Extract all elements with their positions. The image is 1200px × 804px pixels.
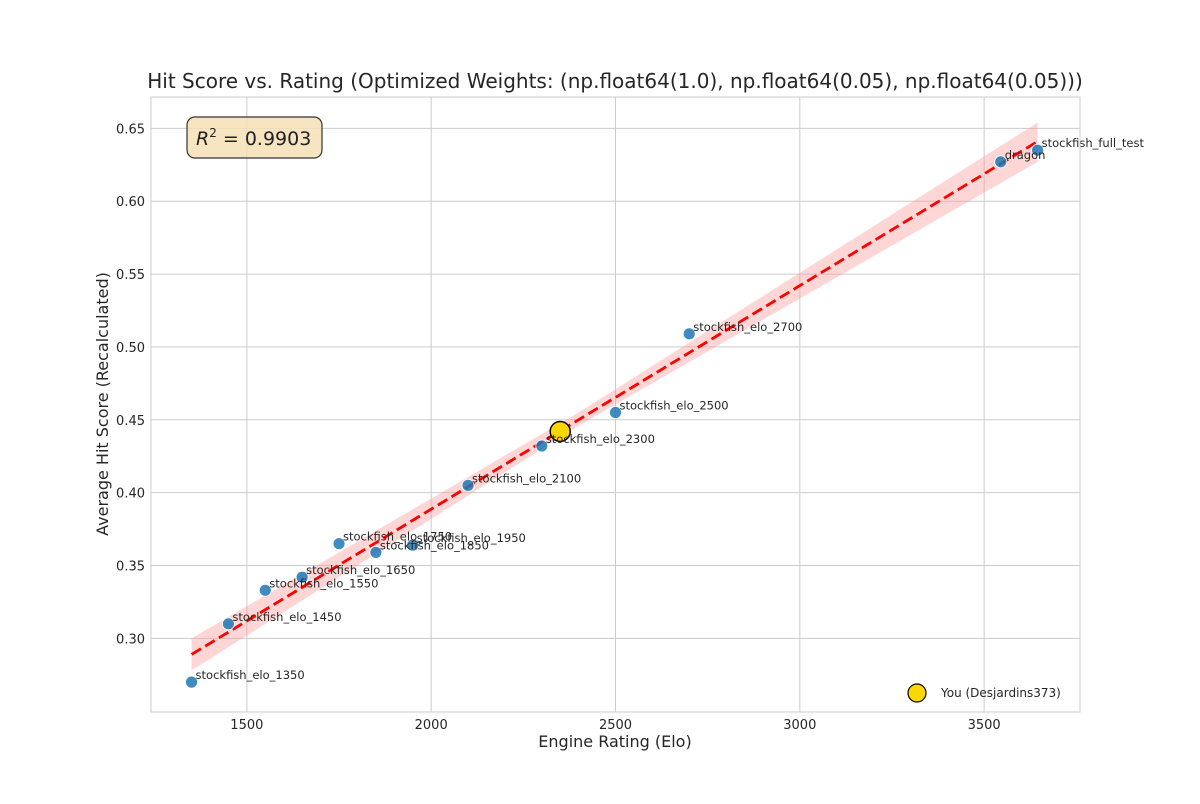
regression-line	[190, 140, 1039, 656]
x-axis-label: Engine Rating (Elo)	[538, 732, 691, 751]
data-points	[185, 143, 1045, 689]
point-label: dragon	[1005, 148, 1046, 162]
point-label: stockfish_elo_1850	[380, 538, 489, 552]
data-point	[609, 406, 622, 419]
x-tick-label: 2000	[415, 718, 448, 733]
y-tick-label: 0.50	[116, 341, 145, 356]
x-tick-label: 1500	[230, 718, 263, 733]
data-point	[1031, 143, 1045, 157]
data-point	[461, 478, 475, 492]
you-highlight-point	[549, 420, 571, 443]
data-point	[682, 327, 696, 341]
chart-title: Hit Score vs. Rating (Optimized Weights:…	[147, 69, 1083, 93]
r-squared-value: = 0.9903	[217, 128, 311, 150]
y-tick-label: 0.45	[116, 414, 145, 429]
y-tick-label: 0.30	[116, 632, 145, 647]
point-label: stockfish_elo_1550	[269, 576, 378, 590]
point-label: stockfish_elo_2500	[620, 399, 729, 413]
data-point	[258, 583, 272, 597]
data-point	[222, 617, 235, 631]
point-label: stockfish_elo_2100	[472, 471, 581, 485]
legend: You (Desjardins373)	[907, 683, 1061, 703]
y-tick-label: 0.65	[116, 122, 145, 137]
confidence-band-area	[191, 122, 1038, 671]
point-label: stockfish_elo_2700	[693, 320, 802, 334]
r-squared-letter: R	[196, 128, 209, 150]
y-tick-label: 0.35	[116, 560, 145, 575]
r-squared-annotation: R2 = 0.9903	[186, 116, 323, 159]
data-point	[406, 538, 420, 552]
point-label: stockfish_elo_1350	[196, 668, 305, 682]
point-label: stockfish_elo_1650	[306, 563, 415, 577]
r-squared-box	[186, 116, 323, 159]
data-point	[535, 439, 549, 453]
grid-lines	[151, 97, 1080, 712]
confidence-band	[191, 122, 1038, 671]
x-tick-label: 3500	[968, 718, 1001, 733]
point-labels: stockfish_elo_1350 stockfish_elo_1450 stoc…	[196, 136, 1145, 682]
y-tick-label: 0.40	[116, 487, 145, 502]
legend-marker-you	[907, 683, 927, 703]
data-point	[185, 675, 198, 689]
point-label: stockfish_elo_1750	[343, 530, 452, 544]
tick-labels: 1500 2000 2500 3000 3500 0.30 0.35 0.40 0.45 0.50…	[116, 122, 1001, 733]
point-label: stockfish_elo_2300	[546, 432, 655, 446]
data-point	[994, 155, 1008, 169]
y-tick-label: 0.55	[116, 268, 145, 283]
point-label: stockfish_elo_1950	[417, 531, 526, 545]
point-label: stockfish_full_test	[1042, 136, 1145, 150]
data-point	[295, 570, 309, 584]
x-tick-label: 3000	[783, 718, 816, 733]
data-point	[332, 537, 346, 551]
point-label: stockfish_elo_1450	[232, 610, 341, 624]
data-point	[369, 546, 383, 559]
r-squared-text: R2 = 0.9903	[196, 126, 311, 150]
r-squared-exponent: 2	[209, 126, 217, 140]
y-tick-label: 0.60	[116, 195, 145, 210]
legend-label-you: You (Desjardins373)	[940, 686, 1061, 700]
x-tick-label: 2500	[599, 718, 632, 733]
regression-line-path	[190, 140, 1039, 656]
plot-area-frame	[150, 96, 1081, 713]
y-axis-label: Average Hit Score (Recalculated)	[93, 272, 112, 536]
